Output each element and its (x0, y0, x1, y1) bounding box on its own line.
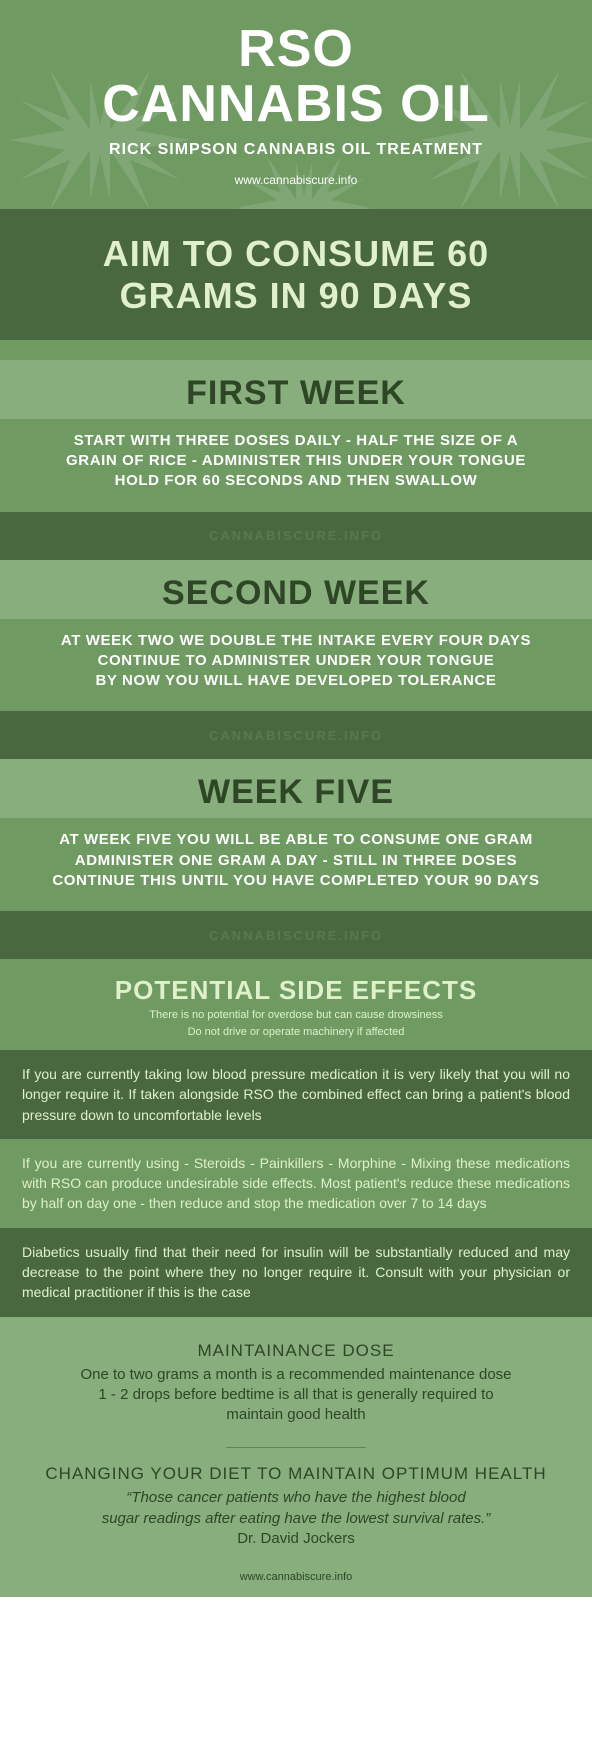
aim-heading: AIM TO CONSUME 60 GRAMS IN 90 DAYS (20, 233, 572, 316)
week-2-title-bar: SECOND WEEK (0, 560, 592, 619)
maintenance-line-2: 1 - 2 drops before bedtime is all that i… (26, 1385, 566, 1405)
side-effects-title: POTENTIAL SIDE EFFECTS (20, 975, 572, 1006)
week-2-body: AT WEEK TWO WE DOUBLE THE INTAKE EVERY F… (0, 619, 592, 712)
week-1-line-2: GRAIN OF RICE - ADMINISTER THIS UNDER YO… (66, 452, 526, 469)
week-2-line-2: CONTINUE TO ADMINISTER UNDER YOUR TONGUE (98, 652, 495, 669)
diet-block: CHANGING YOUR DIET TO MAINTAIN OPTIMUM H… (26, 1464, 566, 1549)
week-5-line-3: CONTINUE THIS UNTIL YOU HAVE COMPLETED Y… (52, 872, 539, 889)
side-effects-note-1: There is no potential for overdose but c… (20, 1008, 572, 1023)
side-effect-1: If you are currently taking low blood pr… (0, 1050, 592, 1139)
week-2-title: SECOND WEEK (0, 574, 592, 613)
week-5-title-bar: WEEK FIVE (0, 759, 592, 818)
week-5-body: AT WEEK FIVE YOU WILL BE ABLE TO CONSUME… (0, 818, 592, 911)
week-2-line-1: AT WEEK TWO WE DOUBLE THE INTAKE EVERY F… (61, 632, 531, 649)
watermark-1: CANNABISCURE.INFO (0, 512, 592, 560)
footer-divider (226, 1447, 366, 1448)
side-effect-3: Diabetics usually find that their need f… (0, 1228, 592, 1317)
watermark-2: CANNABISCURE.INFO (0, 711, 592, 759)
week-1-body: START WITH THREE DOSES DAILY - HALF THE … (0, 419, 592, 512)
side-effect-2: If you are currently using - Steroids - … (0, 1139, 592, 1228)
maintenance-title: MAINTAINANCE DOSE (26, 1341, 566, 1361)
week-1-line-1: START WITH THREE DOSES DAILY - HALF THE … (74, 432, 518, 449)
aim-line-1: AIM TO CONSUME 60 (103, 233, 489, 274)
footer-url: www.cannabiscure.info (26, 1571, 566, 1583)
diet-quote-2: sugar readings after eating have the low… (26, 1509, 566, 1529)
hero-url: www.cannabiscure.info (20, 173, 572, 187)
title-line-1: RSO (238, 20, 354, 78)
spacer (0, 340, 592, 360)
diet-title: CHANGING YOUR DIET TO MAINTAIN OPTIMUM H… (26, 1464, 566, 1484)
footer-section: MAINTAINANCE DOSE One to two grams a mon… (0, 1317, 592, 1598)
infographic: RSO CANNABIS OIL RICK SIMPSON CANNABIS O… (0, 0, 592, 1597)
week-5-title: WEEK FIVE (0, 773, 592, 812)
diet-author: Dr. David Jockers (26, 1529, 566, 1549)
side-effects-note-2: Do not drive or operate machinery if aff… (20, 1025, 572, 1040)
subtitle: RICK SIMPSON CANNABIS OIL TREATMENT (20, 141, 572, 159)
watermark-3: CANNABISCURE.INFO (0, 911, 592, 959)
week-5-line-2: ADMINISTER ONE GRAM A DAY - STILL IN THR… (75, 852, 517, 869)
hero-section: RSO CANNABIS OIL RICK SIMPSON CANNABIS O… (0, 0, 592, 209)
week-1-title: FIRST WEEK (0, 374, 592, 413)
diet-quote-1: “Those cancer patients who have the high… (26, 1488, 566, 1508)
side-effects-header: POTENTIAL SIDE EFFECTS There is no poten… (0, 959, 592, 1050)
week-5-line-1: AT WEEK FIVE YOU WILL BE ABLE TO CONSUME… (59, 831, 533, 848)
maintenance-block: MAINTAINANCE DOSE One to two grams a mon… (26, 1341, 566, 1426)
aim-section: AIM TO CONSUME 60 GRAMS IN 90 DAYS (0, 209, 592, 340)
main-title: RSO CANNABIS OIL (20, 22, 572, 131)
week-1-line-3: HOLD FOR 60 SECONDS AND THEN SWALLOW (115, 472, 478, 489)
title-line-2: CANNABIS OIL (102, 75, 490, 133)
maintenance-line-1: One to two grams a month is a recommende… (26, 1365, 566, 1385)
maintenance-line-3: maintain good health (26, 1405, 566, 1425)
week-1-title-bar: FIRST WEEK (0, 360, 592, 419)
aim-line-2: GRAMS IN 90 DAYS (120, 275, 473, 316)
week-2-line-3: BY NOW YOU WILL HAVE DEVELOPED TOLERANCE (96, 672, 497, 689)
